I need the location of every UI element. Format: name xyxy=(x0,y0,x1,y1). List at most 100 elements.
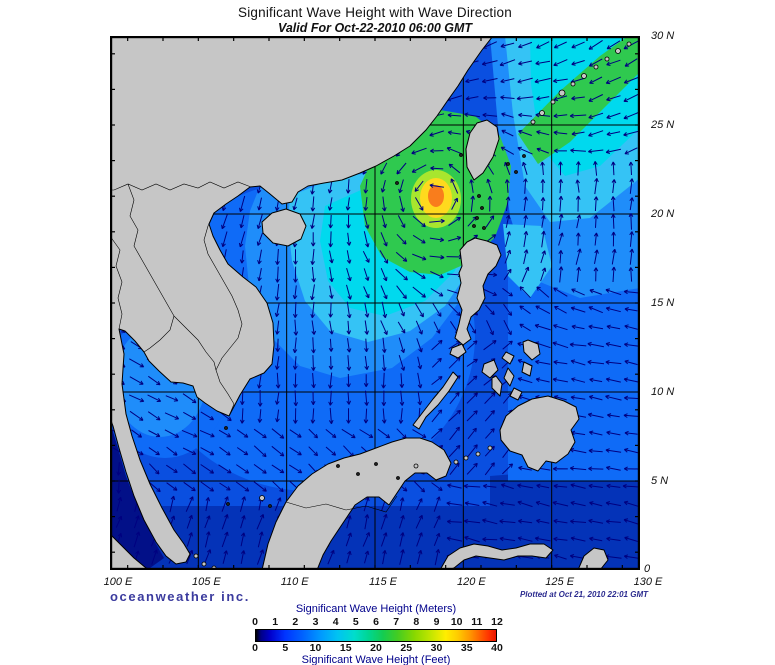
land-sulawesi xyxy=(439,543,554,570)
islet xyxy=(615,48,621,54)
feet-tick-20: 20 xyxy=(370,642,382,654)
lat-label-15N: 15 N xyxy=(651,297,675,309)
islet xyxy=(463,455,469,461)
islet xyxy=(224,426,228,430)
meters-tick-9: 9 xyxy=(433,616,440,628)
land-leyte xyxy=(521,361,533,377)
islet xyxy=(472,224,476,228)
lon-label-105E: 105 E xyxy=(191,576,221,588)
islet xyxy=(570,81,576,87)
legend-feet-title: Significant Wave Height (Feet) xyxy=(301,654,451,665)
country-border xyxy=(285,495,398,513)
land-masbate xyxy=(501,351,515,365)
islet xyxy=(477,194,481,198)
feet-tick-5: 5 xyxy=(282,642,289,654)
country-border xyxy=(110,181,252,191)
legend-colorbar xyxy=(255,629,497,642)
lon-label-100E: 100 E xyxy=(103,576,133,588)
land-bohol xyxy=(509,387,523,401)
meters-tick-7: 7 xyxy=(393,616,400,628)
land-halmahera xyxy=(577,547,609,570)
islet xyxy=(558,89,566,97)
meters-tick-10: 10 xyxy=(450,616,463,628)
islet xyxy=(475,451,481,457)
wave-region-malacca-navy xyxy=(110,422,164,570)
islet xyxy=(226,502,230,506)
page-title: Significant Wave Height with Wave Direct… xyxy=(238,5,512,20)
land-negros xyxy=(491,375,503,397)
islet xyxy=(356,472,360,476)
lat-label-10N: 10 N xyxy=(651,386,675,398)
land-samar xyxy=(522,339,541,361)
land-mainland-asia xyxy=(110,36,494,565)
map-frame xyxy=(110,36,640,570)
map-canvas xyxy=(110,36,640,570)
feet-tick-30: 30 xyxy=(430,642,443,654)
lat-label-25N: 25 N xyxy=(651,119,675,131)
islet xyxy=(604,56,610,62)
islet xyxy=(522,154,526,158)
country-border xyxy=(127,183,175,353)
lat-label-0: 0 xyxy=(644,563,651,575)
islet xyxy=(482,226,486,230)
meters-tick-4: 4 xyxy=(332,616,339,628)
islet xyxy=(396,476,400,480)
islet xyxy=(259,495,265,501)
islet xyxy=(487,445,493,451)
feet-tick-35: 35 xyxy=(460,642,473,654)
oceanweather-logo: oceanweather inc. xyxy=(110,589,250,604)
lon-label-125E: 125 E xyxy=(545,576,575,588)
feet-tick-0: 0 xyxy=(252,642,258,654)
wave-region-orange-core xyxy=(428,185,444,207)
meters-tick-1: 1 xyxy=(272,616,279,628)
valid-time-subtitle: Valid For Oct-22-2010 06:00 GMT xyxy=(277,21,473,35)
lon-label-115E: 115 E xyxy=(369,576,397,588)
wave-height-map xyxy=(110,36,640,570)
islet xyxy=(626,41,632,47)
islet xyxy=(374,462,378,466)
land-palawan xyxy=(412,371,459,430)
islet xyxy=(193,553,199,559)
islet xyxy=(459,153,463,157)
islet xyxy=(413,463,419,469)
lon-label-130E: 130 E xyxy=(633,576,663,588)
islet xyxy=(530,119,536,125)
land-hainan xyxy=(261,208,307,247)
islet xyxy=(268,504,272,508)
legend-meters-ticks: 0 1 2 3 4 5 6 7 8 9 10 11 12 xyxy=(252,616,503,628)
islet xyxy=(336,464,340,468)
wave-region-cyan xyxy=(503,224,552,298)
feet-tick-10: 10 xyxy=(309,642,322,654)
islet xyxy=(475,216,479,220)
islet xyxy=(550,99,556,105)
land-luzon xyxy=(454,237,502,346)
islet xyxy=(539,110,545,116)
meters-tick-11: 11 xyxy=(471,616,483,628)
country-border xyxy=(173,315,217,371)
meters-tick-8: 8 xyxy=(413,616,420,628)
islet xyxy=(506,162,510,166)
country-border xyxy=(203,212,243,417)
country-border xyxy=(110,235,123,330)
lat-label-20N: 20 N xyxy=(651,208,675,220)
islet xyxy=(480,206,484,210)
lat-label-5N: 5 N xyxy=(651,475,669,487)
land-panay xyxy=(481,359,499,379)
land-mindanao xyxy=(499,395,580,472)
meters-tick-3: 3 xyxy=(312,616,319,628)
legend-meters-title: Significant Wave Height (Meters) xyxy=(295,603,457,615)
land-cebu xyxy=(503,367,515,387)
wave-region-green xyxy=(518,36,640,164)
lon-label-110E: 110 E xyxy=(280,576,309,588)
feet-tick-25: 25 xyxy=(400,642,413,654)
meters-tick-6: 6 xyxy=(373,616,379,628)
land-taiwan xyxy=(465,119,500,181)
land-mindoro xyxy=(449,343,467,359)
legend-feet-ticks: 0 5 10 15 20 25 30 35 40 xyxy=(252,642,503,654)
plotted-timestamp: Plotted at Oct 21, 2010 22:01 GMT xyxy=(519,590,648,599)
meters-tick-12: 12 xyxy=(491,616,503,628)
lat-label-30N: 30 N xyxy=(651,30,675,42)
islet xyxy=(593,64,599,70)
feet-tick-15: 15 xyxy=(339,642,352,654)
